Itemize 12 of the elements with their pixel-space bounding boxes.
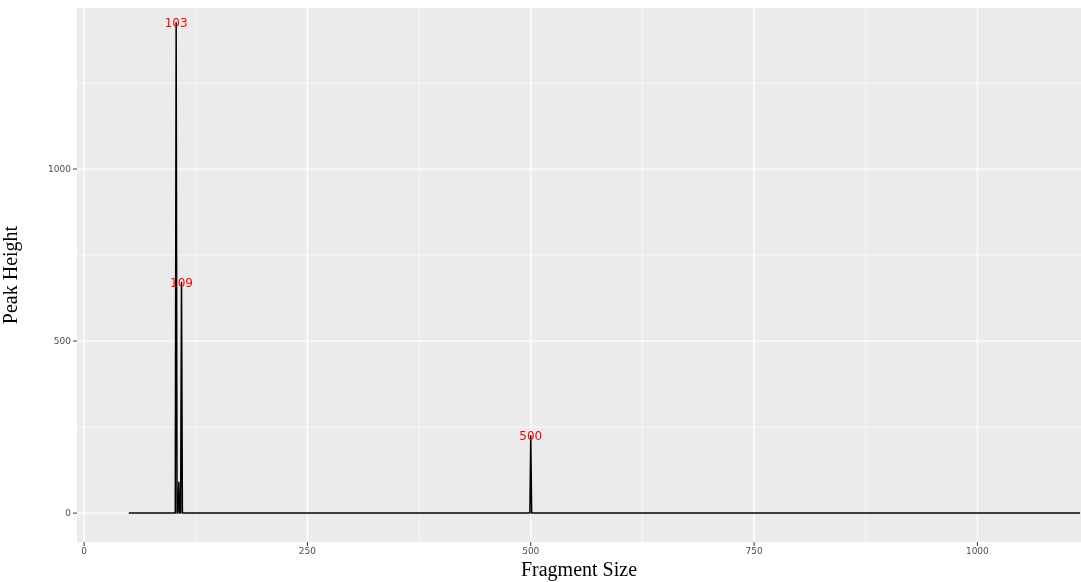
annotation: 103 bbox=[164, 16, 188, 31]
y-tick-label: 0 bbox=[65, 508, 72, 519]
y-axis-title: Peak Height bbox=[0, 225, 23, 325]
x-tick-label: 1000 bbox=[965, 546, 990, 557]
x-tick-label: 0 bbox=[81, 546, 88, 557]
x-axis-title: Fragment Size bbox=[520, 558, 638, 581]
x-tick-label: 500 bbox=[522, 546, 540, 557]
x-tick-label: 250 bbox=[298, 546, 317, 557]
x-tick-label: 750 bbox=[745, 546, 763, 557]
y-tick-label: 1000 bbox=[48, 164, 72, 175]
annotation: 500 bbox=[519, 428, 543, 443]
y-tick-label: 500 bbox=[53, 336, 72, 347]
